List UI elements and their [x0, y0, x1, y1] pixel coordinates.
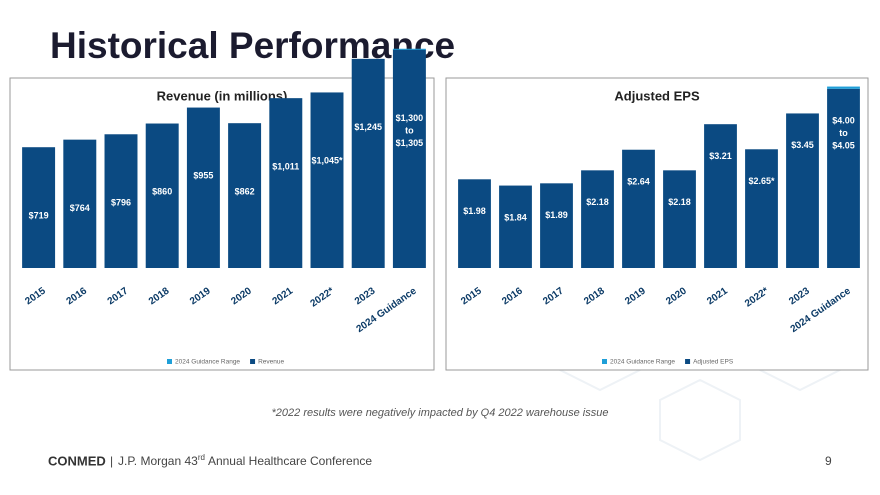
legend-label: 2024 Guidance Range — [610, 359, 675, 366]
chart-title: Revenue (in millions) — [157, 88, 288, 103]
legend-swatch — [685, 359, 691, 364]
value-label: $1,045* — [311, 156, 343, 166]
value-label: $1,305 — [396, 138, 424, 148]
value-label: $796 — [111, 197, 131, 207]
bar — [22, 147, 56, 268]
legend-label: Adjusted EPS — [693, 359, 734, 366]
value-label: $2.18 — [586, 197, 609, 207]
value-label: to — [839, 128, 848, 138]
bar — [228, 123, 262, 269]
value-label: $2.18 — [668, 197, 691, 207]
legend-swatch — [250, 359, 256, 364]
bar — [745, 149, 778, 268]
legend-label: 2024 Guidance Range — [175, 359, 240, 366]
value-label: $719 — [29, 210, 49, 220]
bar — [827, 86, 860, 89]
footer-sup: rd — [198, 453, 205, 462]
value-label: to — [405, 125, 414, 135]
bar — [704, 124, 737, 268]
footer-text: J.P. Morgan 43rd Annual Healthcare Confer… — [118, 453, 372, 468]
bar — [310, 92, 344, 268]
value-label: $860 — [152, 187, 172, 197]
value-label: $1.89 — [545, 210, 568, 220]
bar — [540, 183, 573, 268]
bar — [392, 49, 426, 268]
chart-title: Adjusted EPS — [614, 88, 700, 103]
value-label: $1.84 — [504, 212, 527, 222]
bar — [351, 58, 385, 269]
value-label: $2.64 — [627, 177, 650, 187]
value-label: $4.00 — [832, 116, 855, 126]
value-label: $1,245 — [354, 122, 382, 132]
bar — [269, 98, 303, 268]
value-label: $3.21 — [709, 151, 732, 161]
value-label: $764 — [70, 203, 90, 213]
logo: CONMED — [48, 453, 106, 468]
bar — [63, 139, 97, 268]
bar — [622, 149, 655, 268]
page-number: 9 — [825, 454, 832, 468]
bar — [392, 48, 426, 50]
footer-rest: Annual Healthcare Conference — [208, 454, 372, 468]
value-label: $1,300 — [396, 113, 424, 123]
value-label: $955 — [193, 171, 213, 181]
footer-text-main: J.P. Morgan 43 — [118, 454, 198, 468]
legend-swatch — [602, 359, 607, 364]
legend-swatch — [167, 359, 172, 364]
value-label: $1.98 — [463, 206, 486, 216]
bar — [499, 185, 532, 268]
bar — [458, 179, 491, 268]
bar — [186, 107, 220, 268]
footnote: *2022 results were negatively impacted b… — [272, 407, 609, 419]
bar — [581, 170, 614, 268]
bar — [145, 123, 179, 269]
value-label: $1,011 — [272, 161, 299, 171]
value-label: $862 — [235, 186, 255, 196]
footer-separator: | — [110, 454, 113, 468]
bar — [827, 88, 860, 268]
value-label: $3.45 — [791, 140, 814, 150]
bar — [663, 170, 696, 268]
slide-title: Historical Performance — [50, 25, 455, 66]
bar — [786, 113, 819, 268]
value-label: $2.65* — [748, 176, 775, 186]
value-label: $4.05 — [832, 141, 855, 151]
bar — [104, 134, 138, 268]
legend-label: Revenue — [258, 359, 284, 366]
